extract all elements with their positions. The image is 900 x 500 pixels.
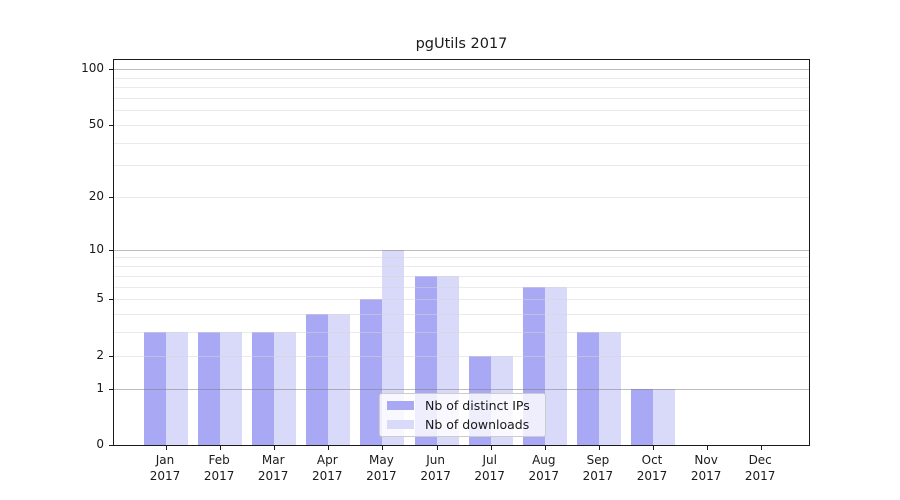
- chart-title: pgUtils 2017: [415, 36, 508, 52]
- x-tick-mark: [166, 446, 167, 450]
- y-tick-mark: [109, 124, 113, 126]
- legend-label: Nb of downloads: [425, 417, 530, 432]
- y-tick-mark: [109, 197, 113, 198]
- gridline: [114, 110, 809, 112]
- x-tick-mark: [436, 446, 438, 450]
- x-tick-label: Nov 2017: [690, 453, 722, 483]
- x-tick-mark: [653, 446, 654, 450]
- gridline: [114, 87, 809, 88]
- gridline: [114, 142, 809, 144]
- x-tick-label: May 2017: [366, 453, 397, 483]
- x-tick-mark: [490, 446, 492, 450]
- gridline: [114, 275, 809, 277]
- x-tick-label: Jun 2017: [420, 453, 451, 483]
- x-tick-label: Jan 2017: [149, 453, 181, 483]
- y-tick-mark: [109, 355, 113, 357]
- y-tick-mark: [109, 249, 113, 251]
- bar: [306, 313, 329, 445]
- y-tick-label: 50: [88, 116, 104, 131]
- legend: Nb of distinct IPs Nb of downloads: [379, 393, 546, 437]
- grid-layer: [114, 60, 809, 445]
- y-tick-label: 5: [96, 291, 104, 305]
- x-tick-label: Mar 2017: [257, 453, 289, 483]
- bar: [630, 388, 653, 445]
- bar: [544, 286, 567, 445]
- gridline: [114, 97, 809, 99]
- legend-label: Nb of distinct IPs: [425, 398, 530, 413]
- gridline: [114, 77, 809, 79]
- y-tick-mark: [109, 69, 113, 70]
- ticks-layer: [109, 60, 809, 450]
- legend-swatch-downloads-icon: [387, 419, 414, 430]
- x-tick-mark: [274, 446, 276, 450]
- gridline: [114, 266, 809, 267]
- x-tick-label: Sep 2017: [582, 453, 614, 483]
- gridline: [114, 313, 809, 315]
- y-tick-label: 20: [88, 189, 104, 203]
- gridline: [114, 299, 809, 300]
- x-tick-mark: [328, 446, 330, 450]
- bar: [652, 388, 675, 445]
- y-tick-mark: [109, 299, 113, 300]
- gridline: [114, 249, 809, 251]
- gridline: [114, 165, 809, 167]
- y-tick-label: 10: [88, 241, 104, 256]
- x-tick-mark: [220, 446, 222, 450]
- legend-swatch-distinct-ips-icon: [387, 400, 414, 411]
- x-tick-mark: [707, 446, 709, 450]
- x-tick-label: Feb 2017: [203, 453, 235, 483]
- y-tick-mark: [109, 445, 113, 446]
- y-tick-label: 100: [81, 61, 104, 75]
- bar: [328, 313, 351, 445]
- x-tick-mark: [761, 446, 763, 450]
- gridline: [114, 257, 809, 259]
- gridline: [114, 286, 809, 288]
- gridline: [114, 332, 809, 334]
- x-tick-mark: [544, 446, 546, 450]
- x-tick-label: Apr 2017: [312, 453, 343, 483]
- x-tick-label: Jul 2017: [474, 453, 505, 483]
- legend-entry: Nb of distinct IPs: [387, 398, 538, 413]
- x-tick-label: Dec 2017: [744, 453, 776, 483]
- y-tick-label: 0: [96, 437, 104, 451]
- gridline: [114, 388, 809, 390]
- gridline: [114, 197, 809, 198]
- x-tick-label: Aug 2017: [528, 453, 560, 483]
- gridline: [114, 124, 809, 126]
- x-tick-mark: [598, 446, 600, 450]
- gridline: [114, 355, 809, 357]
- bar: [360, 299, 383, 445]
- legend-entry: Nb of downloads: [387, 417, 538, 432]
- y-tick-label: 2: [96, 347, 104, 362]
- gridline: [114, 69, 809, 70]
- y-tick-label: 1: [96, 380, 104, 395]
- plot-area: Nb of distinct IPs Nb of downloads: [109, 59, 810, 450]
- x-tick-mark: [382, 446, 384, 450]
- x-tick-label: Oct 2017: [636, 453, 668, 483]
- y-tick-mark: [109, 388, 113, 390]
